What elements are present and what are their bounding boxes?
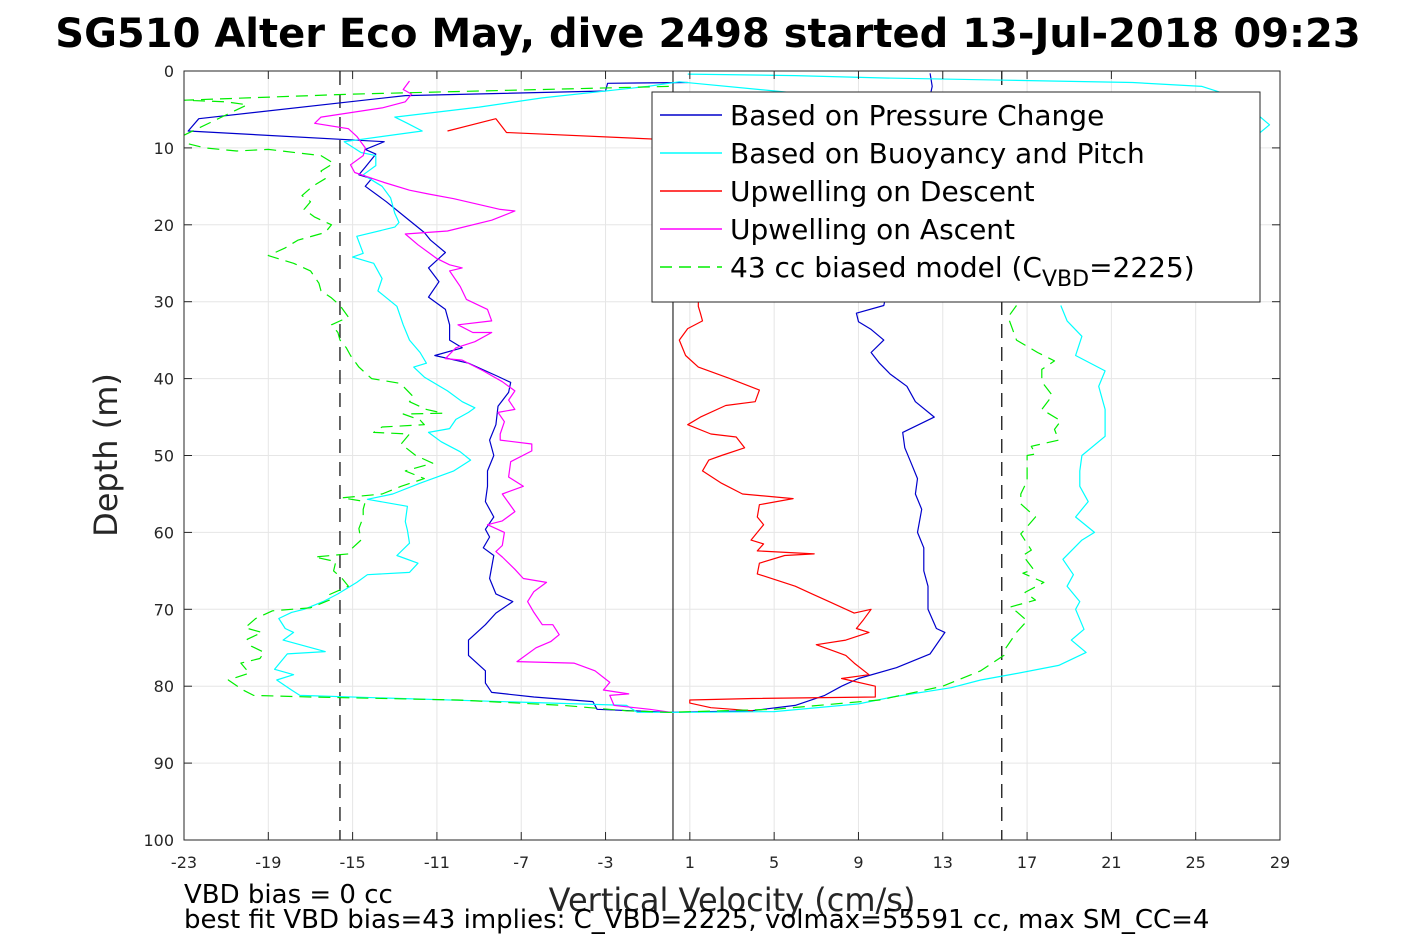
y-tick-label: 50: [154, 447, 174, 466]
x-tick-label: -23: [171, 853, 197, 872]
y-tick-label: 100: [143, 831, 174, 850]
y-axis-label: Depth (m): [87, 373, 125, 537]
series-line-1: [274, 73, 1271, 713]
x-tick-label: -11: [424, 853, 450, 872]
legend-label-1: Based on Buoyancy and Pitch: [730, 137, 1145, 170]
x-tick-label: -15: [340, 853, 366, 872]
y-tick-label: 90: [154, 754, 174, 773]
series-line-3: [314, 80, 671, 713]
footer-line-1: VBD bias = 0 cc: [184, 880, 393, 910]
y-tick-label: 30: [154, 293, 174, 312]
x-tick-label: 9: [853, 853, 863, 872]
y-tick-label: 40: [154, 370, 174, 389]
x-tick-label: -3: [598, 853, 614, 872]
x-tick-label: 21: [1101, 853, 1121, 872]
y-tick-label: 0: [164, 62, 174, 81]
legend-label-3: Upwelling on Ascent: [730, 213, 1015, 246]
x-ticks: -23 -19 -15 -11 -7 -3 1 5 9 13 17 21 25 29: [171, 71, 1290, 872]
x-tick-label: -19: [255, 853, 281, 872]
x-tick-label: 5: [769, 853, 779, 872]
chart-title: SG510 Alter Eco May, dive 2498 started 1…: [55, 11, 1360, 57]
legend: Based on Pressure Change Based on Buoyanc…: [651, 91, 1261, 303]
y-tick-label: 10: [154, 139, 174, 158]
x-tick-label: 25: [1186, 853, 1206, 872]
x-axis-label: Vertical Velocity (cm/s): [549, 881, 916, 919]
x-tick-label: 17: [1017, 853, 1037, 872]
footer-line-2: best fit VBD bias=43 implies: C_VBD=2225…: [184, 905, 1209, 935]
x-tick-label: 29: [1270, 853, 1290, 872]
x-tick-label: -7: [513, 853, 529, 872]
y-tick-label: 80: [154, 677, 174, 696]
y-ticks: 0 10 20 30 40 50 60 70 80 90 100: [143, 62, 1280, 850]
y-tick-label: 70: [154, 600, 174, 619]
series-line-2: [447, 118, 876, 712]
series-group: [184, 73, 1271, 713]
series-line-0: [187, 73, 946, 713]
x-tick-label: 1: [685, 853, 695, 872]
legend-label-2: Upwelling on Descent: [730, 175, 1035, 208]
x-tick-label: 13: [933, 853, 953, 872]
legend-label-0: Based on Pressure Change: [730, 99, 1104, 132]
legend-box: [651, 91, 1261, 303]
y-tick-label: 20: [154, 216, 174, 235]
y-tick-label: 60: [154, 523, 174, 542]
series-line-4: [184, 85, 1062, 713]
